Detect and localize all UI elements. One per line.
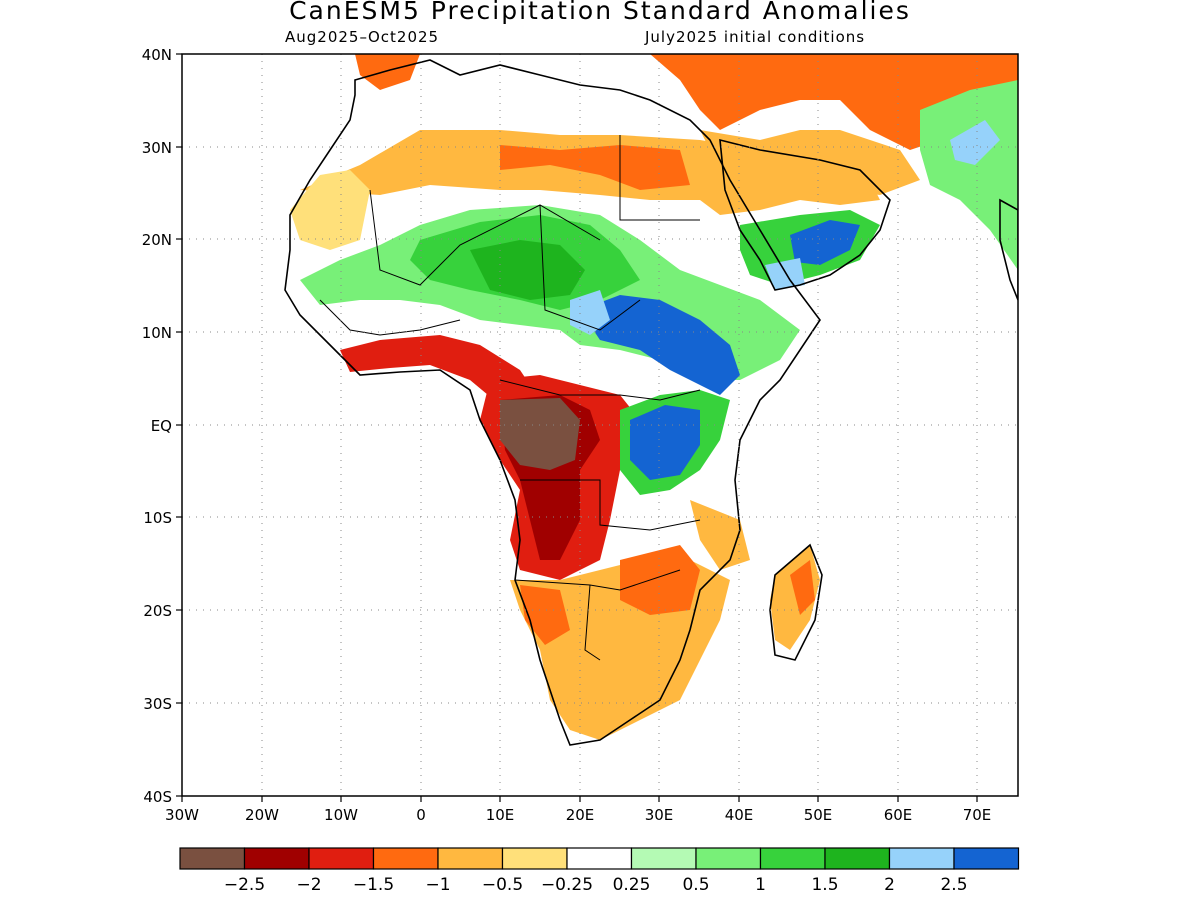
madagascar-drier bbox=[790, 560, 815, 615]
legend-label: −1 bbox=[425, 875, 450, 895]
levant-dry bbox=[700, 130, 920, 195]
legend-label: 2.5 bbox=[940, 875, 967, 895]
legend-label: 1.5 bbox=[811, 875, 838, 895]
west-coast-light-dry bbox=[290, 170, 370, 250]
legend-label: 2 bbox=[884, 875, 895, 895]
legend-label: −2.5 bbox=[224, 875, 265, 895]
map-title: CanESM5 Precipitation Standard Anomalies bbox=[289, 0, 911, 25]
lake-victoria-very-wet bbox=[630, 405, 700, 480]
lon-label: 0 bbox=[416, 806, 426, 824]
legend-swatch bbox=[824, 847, 891, 870]
legend-label: −0.5 bbox=[482, 875, 523, 895]
legend-label: 0.25 bbox=[613, 875, 651, 895]
lon-label: 70E bbox=[963, 806, 992, 824]
legend-label: −2 bbox=[296, 875, 321, 895]
legend-label: 0.5 bbox=[682, 875, 709, 895]
namibia-dry bbox=[520, 585, 570, 645]
coastlines bbox=[284, 59, 1018, 746]
sahara-drier-patch bbox=[500, 145, 690, 190]
legend-colorbar bbox=[179, 847, 1020, 870]
gridlines bbox=[182, 54, 1018, 796]
legend-swatch bbox=[179, 847, 246, 870]
legend-swatch bbox=[243, 847, 310, 870]
lon-label: 30E bbox=[645, 806, 674, 824]
lon-label: 50E bbox=[804, 806, 833, 824]
map-plot-area bbox=[284, 54, 1018, 746]
lat-axis-labels: 40N 30N 20N 10N EQ 10S 20S 30S 40S bbox=[142, 46, 172, 806]
legend-label: 1 bbox=[755, 875, 766, 895]
lat-label: 40N bbox=[142, 46, 172, 64]
lon-label: 20E bbox=[566, 806, 595, 824]
legend-swatch bbox=[308, 847, 375, 870]
congo-extreme-dry bbox=[500, 398, 580, 470]
country-borders bbox=[319, 135, 701, 661]
lon-label: 10E bbox=[486, 806, 515, 824]
legend-label: −0.25 bbox=[541, 875, 593, 895]
anomaly-shading bbox=[290, 54, 1018, 740]
legend-swatch bbox=[630, 847, 697, 870]
africa-coastline bbox=[284, 59, 821, 746]
initial-conditions-subtitle: July2025 initial conditions bbox=[645, 28, 866, 46]
legend-swatch bbox=[501, 847, 568, 870]
legend-labels: −2.5 −2 −1.5 −1 −0.5 −0.25 0.25 0.5 1 1.5 2 2.5 bbox=[224, 875, 968, 895]
legend-label: −1.5 bbox=[353, 875, 394, 895]
lon-axis-labels: 30W 20W 10W 0 10E 20E 30E 40E 50E 60E 70… bbox=[165, 806, 991, 824]
lat-label: 20S bbox=[143, 602, 172, 620]
lat-label: 30N bbox=[142, 139, 172, 157]
ethiopia-wet-core bbox=[580, 295, 740, 395]
tick-marks bbox=[176, 53, 978, 802]
pakistan-wet bbox=[920, 80, 1018, 270]
ethiopia-light-blue bbox=[570, 290, 610, 335]
legend-swatch bbox=[566, 847, 633, 870]
legend-swatch bbox=[695, 847, 762, 870]
lon-label: 30W bbox=[165, 806, 199, 824]
legend-swatch bbox=[953, 847, 1020, 870]
lat-label: 10N bbox=[142, 324, 172, 342]
arabia-coastline bbox=[719, 138, 891, 291]
nw-africa-dry bbox=[355, 54, 420, 90]
lon-label: 20W bbox=[245, 806, 279, 824]
sahel-strong-wet bbox=[470, 240, 585, 300]
lon-label: 40E bbox=[725, 806, 754, 824]
lat-label: 40S bbox=[143, 788, 172, 806]
pakistan-blue bbox=[950, 120, 1000, 165]
legend-swatch bbox=[437, 847, 504, 870]
period-subtitle: Aug2025–Oct2025 bbox=[285, 28, 440, 46]
legend-swatch bbox=[759, 847, 826, 870]
lon-label: 10W bbox=[324, 806, 358, 824]
legend-swatch bbox=[372, 847, 439, 870]
legend-swatch bbox=[888, 847, 955, 870]
arabia-very-wet bbox=[790, 220, 860, 265]
lat-label: 20N bbox=[142, 231, 172, 249]
india-coastline bbox=[999, 198, 1018, 301]
lon-label: 60E bbox=[884, 806, 913, 824]
madagascar-coastline bbox=[769, 543, 823, 661]
arabia-light-blue bbox=[765, 258, 805, 290]
lat-label: 10S bbox=[143, 509, 172, 527]
zambezi-dry bbox=[620, 545, 700, 615]
lat-label: 30S bbox=[143, 695, 172, 713]
lat-label: EQ bbox=[151, 417, 172, 435]
east-coast-dry bbox=[690, 500, 750, 570]
